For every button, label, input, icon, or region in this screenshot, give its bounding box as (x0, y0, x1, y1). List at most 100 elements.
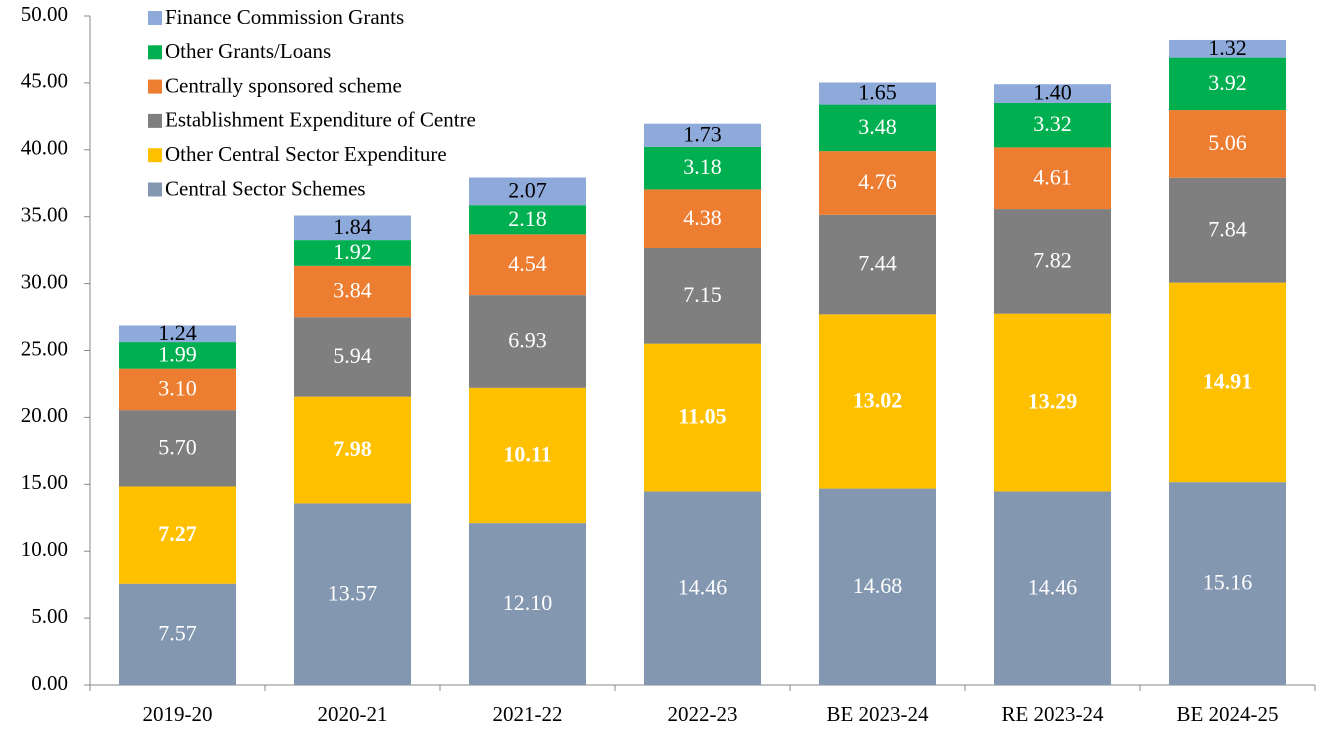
data-label: 7.98 (333, 436, 372, 461)
y-tick-label: 30.00 (21, 269, 68, 293)
data-label: 7.15 (683, 282, 722, 307)
bar-segment (994, 491, 1111, 685)
data-label: 14.68 (853, 573, 903, 598)
bar-segment (1169, 482, 1286, 685)
bar-segment (469, 387, 586, 524)
y-tick-label: 20.00 (21, 403, 68, 427)
bar-segment (1169, 57, 1286, 111)
bar-segment (994, 313, 1111, 492)
x-tick-label: 2020-21 (318, 702, 388, 726)
data-label: 4.76 (858, 169, 897, 194)
data-label: 14.46 (1028, 574, 1078, 599)
legend-label: Finance Commission Grants (165, 5, 404, 29)
legend-swatch (148, 11, 162, 25)
data-label: 1.40 (1033, 80, 1072, 105)
data-label: 3.48 (858, 114, 897, 139)
data-label: 7.84 (1208, 216, 1247, 241)
bar-segment (819, 314, 936, 489)
bar-segment (994, 147, 1111, 210)
data-label: 4.61 (1033, 164, 1072, 189)
legend-label: Central Sector Schemes (165, 176, 366, 200)
legend-swatch (148, 113, 162, 128)
data-label: 2.18 (508, 206, 547, 231)
data-label: 1.32 (1208, 35, 1247, 60)
data-label: 3.84 (333, 278, 372, 303)
y-tick-label: 10.00 (21, 537, 68, 561)
data-label: 14.91 (1203, 368, 1253, 393)
bar-segment (294, 317, 411, 397)
bar-segment (119, 486, 236, 584)
bar-segment (819, 104, 936, 152)
data-label: 1.24 (158, 320, 197, 345)
data-label: 7.57 (158, 620, 197, 645)
y-tick-label: 40.00 (21, 136, 68, 160)
bar-segment (644, 248, 761, 344)
y-tick-label: 45.00 (21, 69, 68, 93)
data-label: 7.82 (1033, 247, 1072, 272)
data-label: 5.94 (333, 343, 372, 368)
bar-segment (294, 215, 411, 241)
bar-segment (119, 410, 236, 487)
x-tick-label: 2022-23 (668, 702, 738, 726)
bar-segment (469, 177, 586, 206)
bar-segment (994, 209, 1111, 314)
bar-segment (819, 488, 936, 685)
y-tick-label: 5.00 (31, 604, 68, 628)
data-label: 1.99 (158, 341, 197, 366)
data-label: 6.93 (508, 328, 547, 353)
data-label: 1.84 (333, 214, 372, 239)
legend-label: Centrally sponsored scheme (165, 73, 402, 97)
data-label: 3.32 (1033, 111, 1072, 136)
data-label: 13.29 (1028, 389, 1078, 414)
bar-segment (994, 84, 1111, 103)
data-label: 15.16 (1203, 570, 1253, 595)
data-label: 10.11 (503, 442, 551, 467)
data-label: 3.10 (158, 375, 197, 400)
bar-segment (469, 234, 586, 296)
legend-swatch (148, 45, 162, 60)
data-label: 4.38 (683, 205, 722, 230)
data-label: 13.57 (328, 580, 378, 605)
bar-segment (294, 396, 411, 504)
bar-segment (994, 102, 1111, 148)
data-label: 12.10 (503, 590, 553, 615)
bar-segment (644, 491, 761, 685)
data-label: 7.44 (858, 251, 897, 276)
x-tick-label: 2019-20 (143, 702, 213, 726)
data-label: 14.46 (678, 574, 728, 599)
bar-segment (644, 146, 761, 190)
bar-segment (119, 342, 236, 369)
bar-segment (1169, 39, 1286, 58)
legend-label: Establishment Expenditure of Centre (165, 108, 476, 132)
legend-label: Other Central Sector Expenditure (165, 142, 447, 166)
legend-swatch (148, 148, 162, 163)
x-tick-label: BE 2024-25 (1176, 702, 1278, 726)
data-label: 1.65 (858, 80, 897, 105)
data-label: 2.07 (508, 177, 547, 202)
bar-segment (469, 295, 586, 388)
bar-segment (469, 205, 586, 235)
y-tick-label: 50.00 (21, 2, 68, 26)
data-label: 3.92 (1208, 70, 1247, 95)
data-label: 4.54 (508, 251, 547, 276)
data-label: 5.06 (1208, 130, 1247, 155)
bar-segment (1169, 282, 1286, 483)
data-label: 13.02 (853, 388, 903, 413)
bar-segment (119, 325, 236, 343)
data-label: 5.70 (158, 434, 197, 459)
bar-segment (819, 151, 936, 215)
bar-segment (294, 265, 411, 318)
bar-segment (1169, 110, 1286, 178)
bar-segment (119, 368, 236, 411)
y-tick-label: 0.00 (31, 671, 68, 695)
y-tick-label: 35.00 (21, 203, 68, 227)
bar-segment (294, 503, 411, 685)
bar-segment (644, 343, 761, 492)
y-tick-label: 15.00 (21, 470, 68, 494)
x-tick-label: 2021-22 (493, 702, 563, 726)
data-label: 1.73 (683, 121, 722, 146)
data-label: 7.27 (158, 521, 197, 546)
bar-segment (1169, 177, 1286, 283)
legend-label: Other Grants/Loans (165, 39, 331, 63)
